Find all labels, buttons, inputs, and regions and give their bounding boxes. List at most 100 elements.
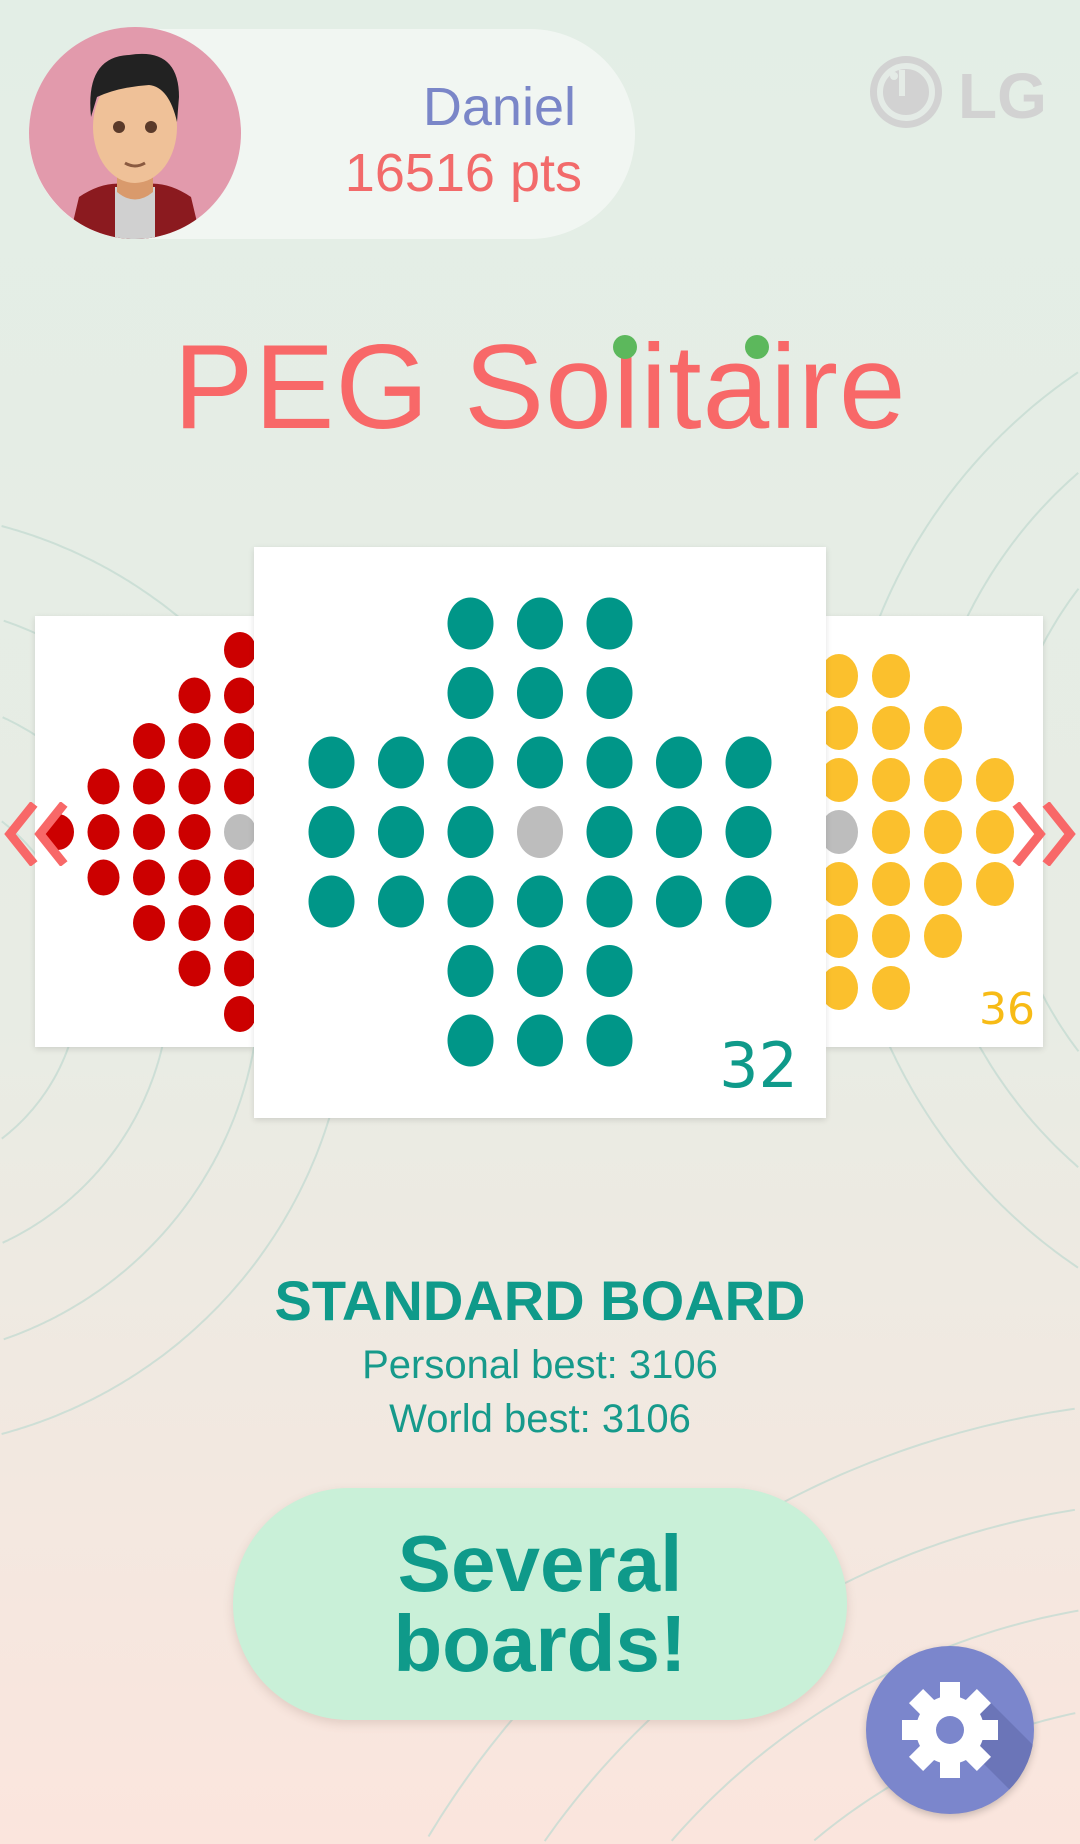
peg: [447, 945, 494, 997]
button-line-2: boards!: [393, 1599, 687, 1688]
peg: [133, 814, 165, 850]
board-card-french[interactable]: 36: [826, 616, 1043, 1047]
peg: [924, 810, 962, 854]
peg-count: 36: [979, 984, 1035, 1035]
peg: [656, 736, 702, 789]
gear-icon: [902, 1682, 1034, 1814]
peg: [872, 914, 910, 958]
double-chevron-right-icon[interactable]: [1004, 802, 1076, 866]
empty-hole: [224, 814, 254, 850]
peg: [308, 875, 355, 928]
peg: [517, 1014, 563, 1067]
peg: [178, 859, 211, 896]
peg: [178, 723, 211, 759]
lg-logo: LG: [870, 56, 1047, 132]
peg: [87, 859, 120, 896]
peg: [586, 945, 633, 997]
peg: [826, 706, 858, 750]
gear-tooth: [908, 1688, 939, 1719]
peg: [656, 875, 702, 928]
peg: [872, 966, 910, 1010]
peg: [447, 736, 494, 789]
peg: [924, 758, 962, 802]
peg: [308, 736, 355, 789]
game-title: PEG Solitaire: [173, 320, 907, 454]
peg: [976, 810, 1014, 854]
peg: [517, 667, 563, 719]
title-dot-i1: [613, 335, 637, 359]
player-points: 16516 pts: [344, 143, 582, 203]
peg: [178, 814, 211, 850]
peg: [87, 814, 120, 850]
peg: [826, 758, 858, 802]
peg-count: 32: [719, 1029, 798, 1102]
peg: [872, 862, 910, 906]
title-dot-i2: [745, 335, 769, 359]
peg: [976, 758, 1014, 802]
gear-tooth: [940, 1756, 960, 1778]
personal-best: Personal best: 3106: [362, 1343, 718, 1387]
svg-text:LG: LG: [958, 60, 1047, 132]
peg: [224, 632, 254, 668]
peg: [378, 806, 424, 858]
title-peg-dots: [613, 335, 769, 359]
empty-hole: [826, 810, 858, 854]
gear-tooth: [908, 1741, 939, 1772]
peg: [826, 914, 858, 958]
peg: [224, 723, 254, 759]
gear-tooth: [902, 1720, 924, 1740]
man-avatar-icon[interactable]: [29, 27, 241, 239]
peg: [517, 597, 563, 650]
peg: [133, 905, 165, 941]
peg: [224, 996, 254, 1032]
peg: [378, 736, 424, 789]
peg: [308, 806, 355, 858]
gear-tooth: [976, 1720, 998, 1740]
peg: [224, 859, 254, 896]
peg: [224, 950, 254, 987]
several-boards-button[interactable]: Several boards!: [233, 1488, 847, 1720]
peg: [378, 875, 424, 928]
peg: [224, 905, 254, 941]
peg: [924, 914, 962, 958]
peg: [586, 806, 633, 858]
board-name: STANDARD BOARD: [274, 1269, 806, 1332]
peg: [924, 862, 962, 906]
peg: [586, 667, 633, 719]
peg: [517, 875, 563, 928]
peg: [586, 597, 633, 650]
peg: [517, 945, 563, 997]
peg: [725, 806, 772, 858]
double-chevron-left-icon[interactable]: [4, 802, 76, 866]
peg: [826, 862, 858, 906]
peg: [586, 736, 633, 789]
board-card-standard[interactable]: 32: [254, 547, 826, 1118]
board-card-diamond[interactable]: [35, 616, 254, 1047]
peg: [133, 768, 165, 805]
peg: [178, 768, 211, 805]
peg: [872, 706, 910, 750]
settings-button[interactable]: [866, 1646, 1034, 1814]
peg: [586, 1014, 633, 1067]
background-arc: [670, 1609, 1079, 1842]
peg: [178, 905, 211, 941]
empty-hole: [517, 806, 563, 858]
peg: [447, 1014, 494, 1067]
gear-tooth: [961, 1688, 992, 1719]
peg: [872, 758, 910, 802]
peg: [224, 768, 254, 805]
gear-tooth: [961, 1741, 992, 1772]
gear-tooth: [940, 1682, 960, 1704]
peg: [872, 654, 910, 698]
peg: [924, 706, 962, 750]
peg: [517, 736, 563, 789]
peg: [725, 875, 772, 928]
player-name: Daniel: [422, 77, 576, 137]
peg: [133, 859, 165, 896]
peg: [586, 875, 633, 928]
peg: [826, 966, 858, 1010]
peg: [656, 806, 702, 858]
peg: [224, 677, 254, 714]
world-best: World best: 3106: [389, 1397, 691, 1441]
button-line-1: Several: [397, 1519, 683, 1608]
